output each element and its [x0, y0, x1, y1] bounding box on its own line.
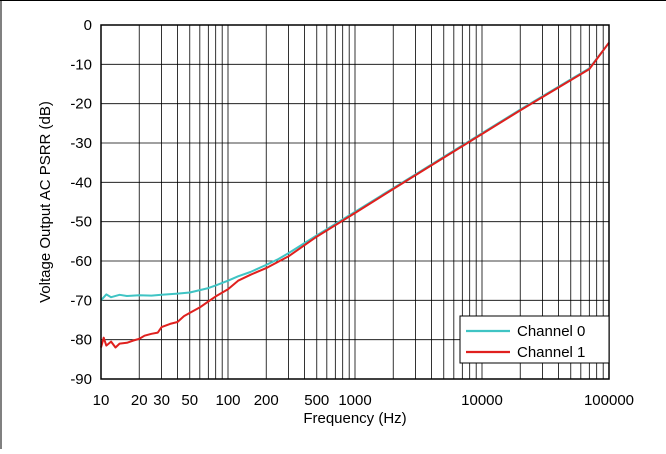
y-tick-label: -40 [70, 174, 92, 191]
x-tick-labels: 10 20 30 50 100 200 500 1000 10000 100000 [93, 392, 634, 409]
series-line-channel-1 [100, 42, 610, 349]
legend: Channel 0 Channel 1 [459, 315, 610, 364]
x-tick-label: 100000 [584, 392, 634, 409]
x-tick-label: 30 [153, 392, 170, 409]
y-tick-label: -50 [70, 214, 92, 231]
y-tick-label: -60 [70, 253, 92, 270]
x-tick-label: 200 [254, 392, 279, 409]
x-tick-label: 100 [215, 392, 240, 409]
y-tick-label: -90 [70, 371, 92, 388]
y-tick-label: -80 [70, 332, 92, 349]
x-axis-label: Frequency (Hz) [303, 410, 406, 427]
y-axis-label: Voltage Output AC PSRR (dB) [37, 101, 54, 303]
x-tick-label: 1000 [338, 392, 371, 409]
y-tick-label: -20 [70, 96, 92, 113]
y-tick-labels: 0 -10 -20 -30 -40 -50 -60 -70 -80 -90 [70, 17, 92, 388]
x-tick-label: 500 [304, 392, 329, 409]
legend-label-channel-1: Channel 1 [517, 344, 585, 361]
y-tick-label: -30 [70, 135, 92, 152]
x-tick-label: 50 [181, 392, 198, 409]
series-lines [100, 42, 610, 349]
x-tick-label: 10000 [461, 392, 503, 409]
y-tick-label: -10 [70, 56, 92, 73]
y-tick-label: 0 [84, 17, 92, 34]
legend-label-channel-0: Channel 0 [517, 323, 585, 340]
x-tick-label: 20 [131, 392, 148, 409]
x-tick-label: 10 [93, 392, 110, 409]
y-tick-label: -70 [70, 292, 92, 309]
plot-area-border [100, 24, 610, 380]
legend-box [459, 315, 610, 364]
